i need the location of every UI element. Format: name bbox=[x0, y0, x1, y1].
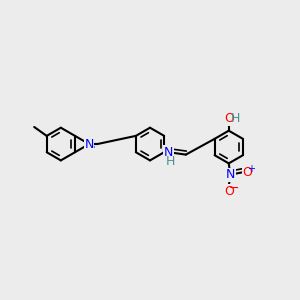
Text: −: − bbox=[229, 182, 239, 194]
Text: O: O bbox=[224, 112, 234, 125]
Text: S: S bbox=[85, 138, 93, 151]
Text: N: N bbox=[164, 146, 173, 159]
Text: +: + bbox=[247, 164, 255, 174]
Text: O: O bbox=[243, 166, 252, 179]
Text: O: O bbox=[224, 184, 234, 197]
Text: N: N bbox=[226, 168, 235, 181]
Text: H: H bbox=[231, 112, 240, 125]
Text: N: N bbox=[85, 138, 94, 151]
Text: H: H bbox=[165, 155, 175, 168]
